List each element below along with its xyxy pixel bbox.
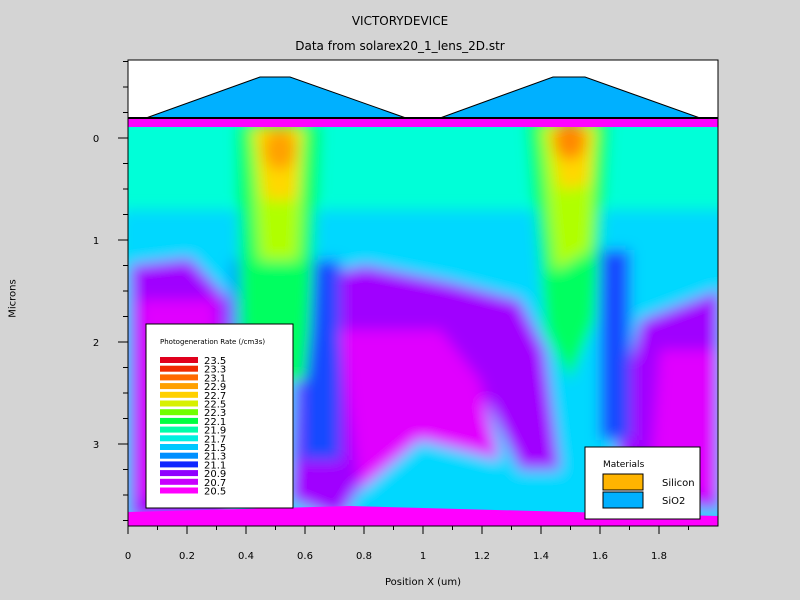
colorbar-swatch (160, 478, 198, 485)
material-swatch (602, 491, 644, 509)
colorbar-swatch (160, 426, 198, 433)
x-axis-label: Position X (um) (384, 577, 462, 588)
x-tick-label: 1 (420, 551, 426, 562)
chart-subtitle: Data from solarex20_1_lens_2D.str (295, 39, 505, 53)
colorbar-swatch (160, 452, 198, 459)
y-tick-label: 0 (93, 134, 99, 145)
chart-title: VICTORYDEVICE (351, 14, 449, 28)
y-tick-label: 2 (93, 338, 99, 349)
colorbar-swatch (160, 409, 198, 416)
colorbar-swatch (160, 435, 198, 442)
y-tick-label: 3 (93, 440, 99, 451)
colorbar-swatch (160, 444, 198, 450)
colorbar-title: Photogeneration Rate (/cm3s) (160, 338, 265, 346)
x-tick-label: 1.2 (474, 551, 490, 562)
colorbar-level-label: 21.1 (204, 460, 226, 471)
colorbar-swatch (160, 400, 198, 407)
x-tick-label: 0 (125, 551, 131, 562)
colorbar-swatch (160, 461, 198, 468)
colorbar-level-label: 22.9 (204, 382, 226, 393)
colorbar-swatch (160, 383, 198, 390)
colorbar-level-label: 21.5 (204, 443, 226, 454)
colorbar-level-label: 22.3 (204, 408, 226, 419)
x-tick-label: 0.8 (356, 551, 372, 562)
colorbar-level-label: 23.3 (204, 365, 226, 376)
colorbar-level-label: 23.1 (204, 373, 226, 384)
colorbar-swatch (160, 374, 198, 381)
colorbar-level-label: 20.5 (204, 487, 226, 498)
materials-title: Materials (603, 460, 645, 470)
colorbar-swatch (160, 391, 198, 398)
x-tick-label: 0.2 (179, 551, 195, 562)
colorbar-level-label: 22.1 (204, 417, 226, 428)
colorbar-swatch (160, 357, 198, 363)
x-tick-label: 0.6 (297, 551, 313, 562)
colorbar-swatch (160, 417, 198, 424)
colorbar-swatch (160, 365, 198, 372)
colorbar-swatch (160, 470, 198, 477)
materials-legend: Materials Silicon SiO2 (584, 446, 701, 520)
colorbar-level-label: 21.3 (204, 452, 226, 463)
material-swatch (602, 473, 644, 491)
x-tick-label: 1.8 (651, 551, 667, 562)
colorbar-level-label: 21.7 (204, 434, 226, 445)
x-tick-label: 1.4 (533, 551, 549, 562)
colorbar-level-label: 20.9 (204, 469, 226, 480)
colorbar-swatch (160, 487, 198, 494)
colorbar-level-label: 20.7 (204, 478, 226, 489)
colorbar-level-label: 22.5 (204, 400, 226, 411)
material-label: SiO2 (662, 496, 685, 507)
colorbar-legend: Photogeneration Rate (/cm3s) 23.523.323.… (145, 323, 294, 509)
colorbar-level-label: 22.7 (204, 391, 226, 402)
y-tick-label: 1 (93, 236, 99, 247)
colorbar-level-label: 23.5 (204, 356, 226, 367)
x-tick-label: 0.4 (238, 551, 254, 562)
material-label: Silicon (662, 478, 695, 489)
x-tick-label: 1.6 (592, 551, 608, 562)
colorbar-level-label: 21.9 (204, 426, 226, 437)
